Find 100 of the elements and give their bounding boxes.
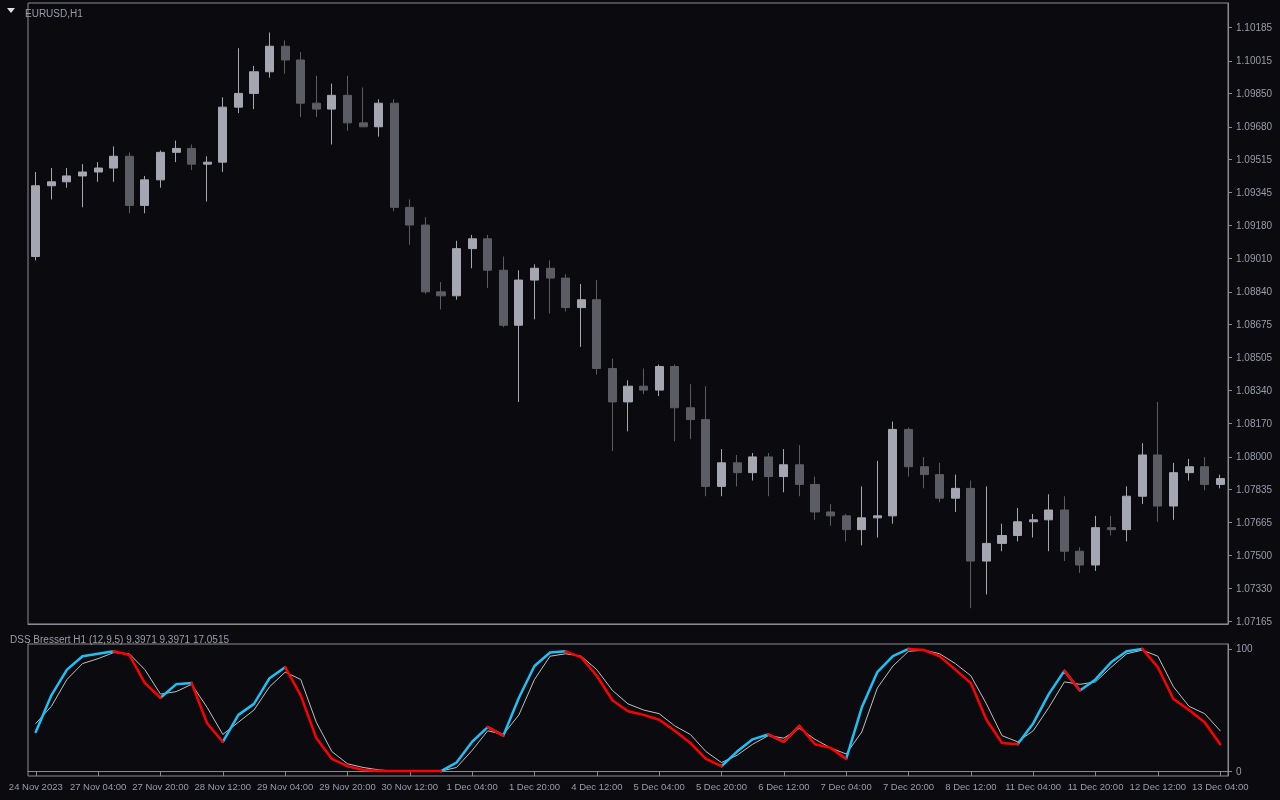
y-tick-label: 1.08840: [1236, 286, 1273, 298]
candlestick: [810, 476, 820, 521]
candlestick: [920, 456, 929, 489]
y-tick-label: 1.09850: [1236, 87, 1273, 99]
y-tick-label: 1.10015: [1236, 55, 1273, 67]
candlestick: [686, 383, 695, 440]
candlestick: [78, 163, 87, 208]
candlestick: [592, 279, 601, 375]
candlestick: [888, 421, 897, 525]
candlestick: [499, 255, 508, 328]
candlestick: [452, 240, 461, 301]
x-tick-label: 28 Nov 12:00: [194, 780, 252, 792]
candlestick: [421, 216, 430, 295]
candlestick: [31, 171, 40, 261]
y-tick-label: 1.07835: [1236, 483, 1273, 495]
x-tick-label: 7 Dec 04:00: [820, 780, 872, 792]
y-tick-label: 1.08340: [1236, 384, 1273, 396]
candlestick: [997, 523, 1007, 552]
candlestick: [966, 480, 975, 609]
x-tick-label: 30 Nov 12:00: [381, 780, 439, 792]
candlestick: [764, 452, 773, 497]
candlestick: [670, 364, 679, 442]
candlestick: [904, 426, 913, 478]
candlestick: [608, 358, 617, 452]
x-tick-label: 5 Dec 20:00: [695, 780, 748, 792]
y-tick-label: 1.09680: [1236, 121, 1273, 133]
candlestick: [203, 155, 212, 202]
candlestick: [779, 448, 788, 493]
candlestick: [1216, 474, 1225, 489]
x-tick-label: 11 Dec 04:00: [1005, 780, 1062, 792]
x-tick-label: 4 Dec 12:00: [571, 780, 623, 792]
candlestick: [1029, 513, 1038, 538]
candlestick: [234, 47, 243, 114]
x-tick-label: 27 Nov 20:00: [132, 780, 189, 792]
y-tick-label: 1.07500: [1236, 549, 1273, 561]
chart-title: DSS Bressert H1 (12,9,5) 9.3971 9.3971 17.0515: [10, 633, 230, 645]
y-tick-label: 1.09010: [1236, 252, 1273, 264]
candlestick: [405, 199, 414, 246]
x-tick-label: 5 Dec 04:00: [633, 780, 685, 792]
candlestick: [1153, 401, 1162, 523]
candlestick: [218, 96, 227, 173]
candlestick: [1122, 485, 1131, 542]
candlestick: [156, 149, 165, 189]
candlestick: [514, 269, 523, 403]
x-tick-label: 1 Dec 20:00: [508, 780, 561, 792]
candlestick: [1107, 515, 1116, 537]
candlestick: [1060, 495, 1069, 562]
candlestick: [561, 273, 570, 313]
candlestick: [468, 234, 477, 269]
y-tick-label: 1.07330: [1236, 583, 1273, 595]
y-tick-label: 1.07665: [1236, 517, 1273, 529]
candlestick: [717, 448, 726, 497]
y-tick-label: 1.08000: [1236, 451, 1273, 463]
candlestick: [1013, 507, 1022, 542]
x-tick-label: 12 Dec 12:00: [1129, 780, 1187, 792]
candlestick: [873, 460, 882, 538]
candlestick: [982, 485, 991, 595]
x-tick-label: 29 Nov 20:00: [319, 780, 376, 792]
candlestick: [94, 161, 103, 183]
candlestick: [281, 39, 290, 75]
candlestick: [436, 281, 446, 311]
candlestick: [172, 140, 181, 163]
candlestick: [826, 503, 835, 527]
candlestick: [390, 98, 399, 212]
x-tick-label: 27 Nov 04:00: [69, 780, 127, 792]
x-tick-label: 8 Dec 12:00: [945, 780, 997, 792]
y-tick-label: 1.07165: [1236, 615, 1273, 627]
candlestick: [140, 175, 149, 214]
candlestick: [125, 151, 134, 214]
candlestick: [546, 259, 555, 314]
candlestick: [343, 75, 352, 132]
candlestick: [249, 65, 259, 110]
x-tick-label: 24 Nov 2023: [8, 780, 63, 792]
candlestick: [951, 474, 960, 513]
candlestick: [857, 485, 866, 546]
candlestick: [577, 283, 586, 348]
candlestick: [1185, 458, 1194, 481]
candlestick: [1075, 546, 1084, 574]
candlestick: [1044, 493, 1053, 552]
candlestick: [374, 98, 383, 138]
candlestick: [733, 454, 742, 487]
y-tick-label: 1.09515: [1236, 153, 1273, 165]
y-tick-label: 1.09180: [1236, 219, 1273, 231]
x-tick-label: 6 Dec 12:00: [758, 780, 810, 792]
y-tick-label: 100: [1236, 643, 1254, 655]
chart-title: EURUSD,H1: [25, 7, 84, 19]
candlestick: [1169, 462, 1178, 521]
y-tick-label: 0: [1236, 765, 1242, 777]
x-tick-label: 13 Dec 04:00: [1191, 780, 1249, 792]
x-tick-label: 1 Dec 04:00: [446, 780, 498, 792]
candlestick: [842, 513, 851, 542]
candlestick: [187, 143, 196, 171]
candlestick: [312, 75, 321, 118]
candlestick: [701, 385, 710, 497]
candlestick: [655, 364, 664, 397]
x-tick-label: 11 Dec 20:00: [1067, 780, 1124, 792]
candlestick: [639, 367, 648, 395]
y-tick-label: 1.08505: [1236, 352, 1273, 364]
candlestick: [530, 263, 539, 320]
candlestick: [795, 444, 804, 497]
